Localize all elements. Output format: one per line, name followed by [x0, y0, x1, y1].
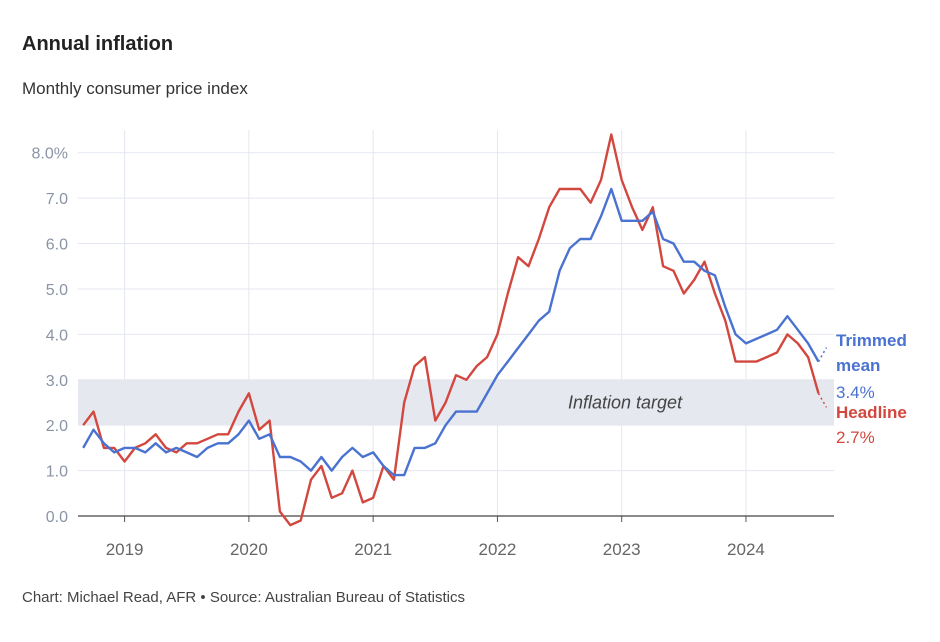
x-tick-label: 2020	[230, 540, 268, 559]
trimmed-mean-label-line2: mean	[836, 356, 880, 375]
y-tick-label: 4.0	[46, 327, 68, 344]
x-tick-label: 2021	[354, 540, 392, 559]
y-tick-label: 7.0	[46, 191, 68, 208]
y-axis-ticks: 0.0 1.0 2.0 3.0 4.0 5.0 6.0 7.0 8.0%	[32, 146, 69, 526]
inflation-target-band	[78, 379, 834, 426]
series	[82, 133, 828, 527]
trimmed-mean-label-line1: Trimmed	[836, 331, 907, 350]
series-line-trimmed-mean	[82, 187, 820, 477]
headline-value: 2.7%	[836, 428, 875, 447]
y-tick-label: 8.0%	[32, 146, 68, 163]
series-labels: Trimmed mean 3.4%Headline 2.7%	[836, 331, 907, 447]
x-tick-label: 2022	[479, 540, 517, 559]
x-tick-label: 2024	[727, 540, 765, 559]
y-tick-label: 5.0	[46, 282, 68, 299]
series-line-headline	[82, 133, 820, 527]
chart-title: Annual inflation	[22, 33, 174, 55]
inflation-target-label: Inflation target	[568, 392, 683, 412]
y-tick-label: 2.0	[46, 418, 68, 435]
headline-label: Headline	[836, 403, 907, 422]
y-tick-label: 3.0	[46, 373, 68, 390]
series-leader-line	[817, 347, 828, 362]
grid	[78, 130, 834, 517]
chart-source: Chart: Michael Read, AFR • Source: Austr…	[22, 589, 465, 606]
x-axis-ticks: 2019 2020 2021 2022 2023 2024	[106, 516, 765, 559]
y-tick-label: 0.0	[46, 509, 68, 526]
trimmed-mean-value: 3.4%	[836, 383, 875, 402]
x-tick-label: 2019	[106, 540, 144, 559]
y-tick-label: 1.0	[46, 464, 68, 481]
x-tick-label: 2023	[603, 540, 641, 559]
chart-subtitle: Monthly consumer price index	[22, 79, 248, 98]
y-tick-label: 6.0	[46, 237, 68, 254]
